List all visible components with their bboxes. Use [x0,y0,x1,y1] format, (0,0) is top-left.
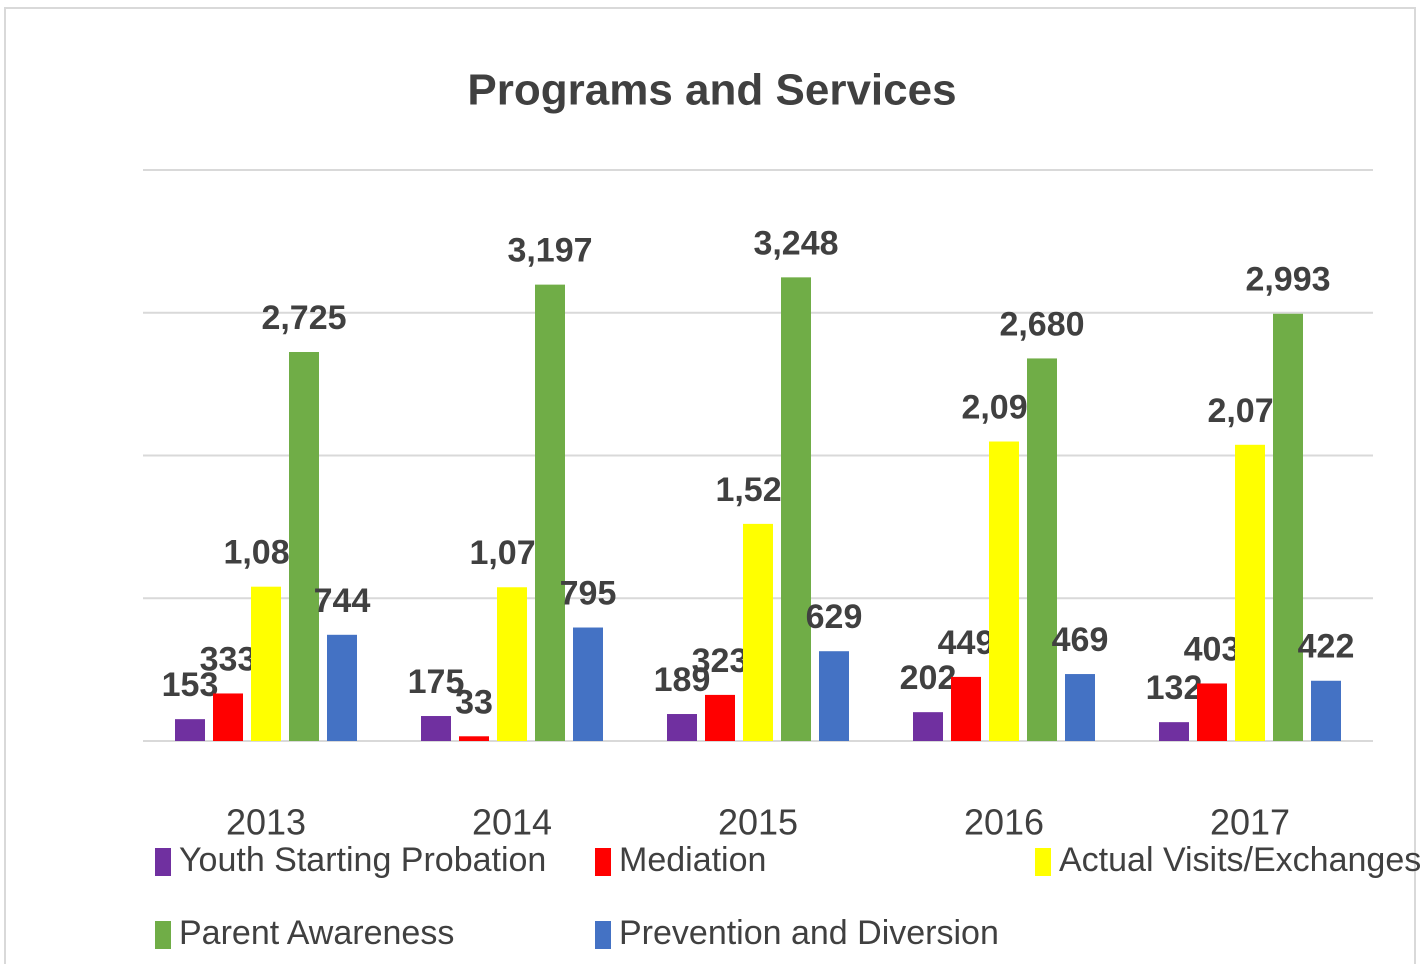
data-label: 795 [560,574,617,612]
data-label: 333 [200,640,257,678]
legend-label: Actual Visits/Exchanges [1059,841,1421,879]
data-label: 403 [1184,630,1241,668]
legend-label: Prevention and Diversion [619,914,999,952]
data-label: 422 [1298,628,1355,666]
legend-label: Youth Starting Probation [179,841,546,879]
x-tick-label: 2013 [226,802,306,843]
bar [913,712,943,741]
data-label: 202 [900,659,957,697]
data-label: 469 [1052,621,1109,659]
bar [1197,683,1227,741]
bar [1235,444,1265,741]
bar [1159,722,1189,741]
legend-swatch [595,848,611,876]
bar [251,586,281,741]
legend-label: Parent Awareness [179,914,454,952]
data-label: 323 [692,642,749,680]
chart-title: Programs and Services [467,66,956,115]
bar [951,676,981,741]
chart-frame [4,7,1416,964]
bar [1311,680,1341,741]
bar [989,441,1019,741]
data-label: 629 [806,598,863,636]
data-label: 449 [938,624,995,662]
legend-swatch [595,921,611,949]
data-label: 3,248 [753,224,838,262]
data-label: 189 [654,661,711,699]
bar [667,714,697,741]
x-tick-label: 2016 [964,802,1044,843]
bar [1065,674,1095,741]
data-label: 2,680 [999,305,1084,343]
bar [175,719,205,741]
bar [497,587,527,741]
x-tick-label: 2017 [1210,802,1290,843]
bar [1027,358,1057,741]
bar [781,277,811,741]
legend-swatch [155,848,171,876]
x-tick-label: 2015 [718,802,798,843]
data-label: 132 [1146,669,1203,707]
bar [705,694,735,741]
bar [459,736,489,741]
bar [289,352,319,741]
x-tick-label: 2014 [472,802,552,843]
bar [1273,313,1303,741]
legend-swatch [1035,848,1051,876]
data-label: 175 [408,663,465,701]
data-label: 744 [314,582,371,620]
bar [327,634,357,741]
bar [819,651,849,741]
data-label: 2,993 [1245,261,1330,299]
data-label: 153 [162,666,219,704]
bar [743,523,773,741]
data-label: 3,197 [507,232,592,270]
bar [421,716,451,741]
legend-swatch [155,921,171,949]
data-label: 33 [455,683,493,721]
legend-label: Mediation [619,841,766,879]
bar [573,627,603,741]
bar [213,693,243,741]
data-label: 2,725 [261,299,346,337]
bar [535,284,565,741]
